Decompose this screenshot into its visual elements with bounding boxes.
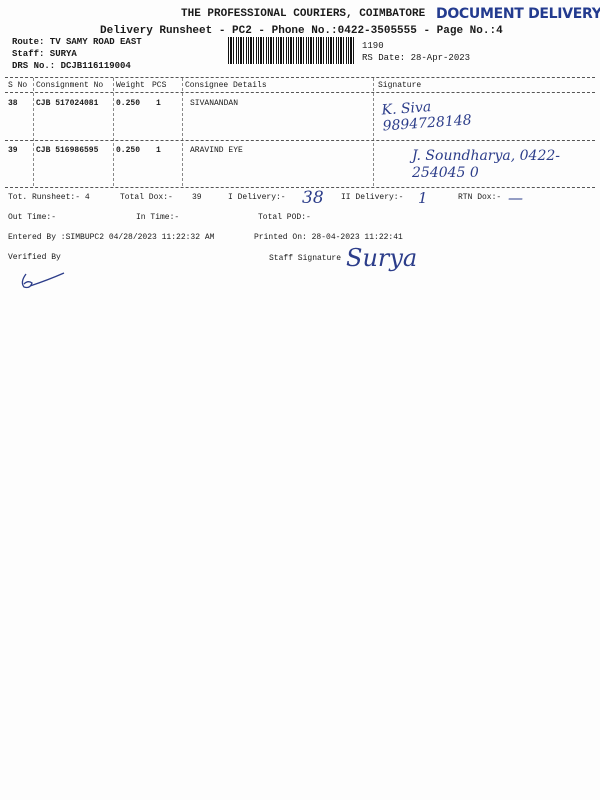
row-weight: 0.250	[116, 99, 141, 108]
rs-no: 1190	[362, 41, 384, 51]
verified-by: Verified By	[8, 253, 61, 262]
document-delivery-stamp: DOCUMENT DELIVERY	[436, 6, 600, 22]
divider	[5, 140, 595, 141]
runsheet-subtitle: Delivery Runsheet - PC2 - Phone No.:0422…	[100, 25, 503, 37]
divider	[5, 77, 595, 78]
out-time: Out Time:-	[8, 213, 57, 222]
printed-on: Printed On: 28-04-2023 11:22:41	[254, 233, 403, 242]
total-pod: Total POD:-	[258, 213, 311, 222]
column-separator	[373, 78, 374, 186]
row-pcs: 1	[156, 146, 161, 155]
row-consignee: SIVANANDAN	[190, 99, 239, 108]
col-signature: Signature	[378, 81, 422, 90]
col-sno: S No	[8, 81, 28, 90]
row-sno: 39	[8, 146, 18, 155]
column-separator	[182, 78, 183, 186]
column-separator	[33, 78, 34, 186]
col-consignee: Consignee Details	[185, 81, 267, 90]
verifier-signature	[21, 272, 65, 289]
barcode	[228, 37, 355, 64]
column-separator	[113, 78, 114, 186]
i-delivery-label: I Delivery:-	[228, 193, 286, 202]
total-dox-value: 39	[192, 193, 202, 202]
staff-signature: Surya	[346, 244, 418, 272]
total-dox-label: Total Dox:-	[120, 193, 173, 202]
ii-delivery-label: II Delivery:-	[341, 193, 404, 202]
row-consignee: ARAVIND EYE	[190, 146, 243, 155]
ii-delivery-value: 1	[418, 189, 428, 207]
col-consignment: Consignment No	[36, 81, 104, 90]
row-pcs: 1	[156, 99, 161, 108]
row-sno: 38	[8, 99, 18, 108]
rtn-dox-label: RTN Dox:-	[458, 193, 502, 202]
staff: Staff: SURYA	[12, 49, 77, 59]
divider	[5, 92, 595, 93]
in-time: In Time:-	[136, 213, 180, 222]
company-title: THE PROFESSIONAL COURIERS, COIMBATORE	[181, 8, 426, 20]
row-consignment: CJB 517024081	[36, 99, 99, 108]
row-weight: 0.250	[116, 146, 141, 155]
entered-by: Entered By :SIMBUPC2 04/28/2023 11:22:32…	[8, 233, 215, 242]
row-signature: J. Soundharya, 0422-254045 0	[412, 148, 561, 181]
col-weight: Weight	[116, 81, 145, 90]
staff-signature-label: Staff Signature	[269, 254, 342, 263]
rtn-dox-value: —	[508, 189, 523, 207]
divider	[5, 187, 595, 188]
row-consignment: CJB 516986595	[36, 146, 99, 155]
rs-date: RS Date: 28-Apr-2023	[362, 53, 471, 63]
total-runsheet: Tot. Runsheet:- 4	[8, 193, 90, 202]
drs-no: DRS No.: DCJB116119004	[12, 61, 131, 71]
i-delivery-value: 38	[302, 188, 324, 208]
route: Route: TV SAMY ROAD EAST	[12, 37, 142, 47]
row-signature: K. Siva 9894728148	[381, 99, 473, 135]
col-pcs: PCS	[152, 81, 167, 90]
